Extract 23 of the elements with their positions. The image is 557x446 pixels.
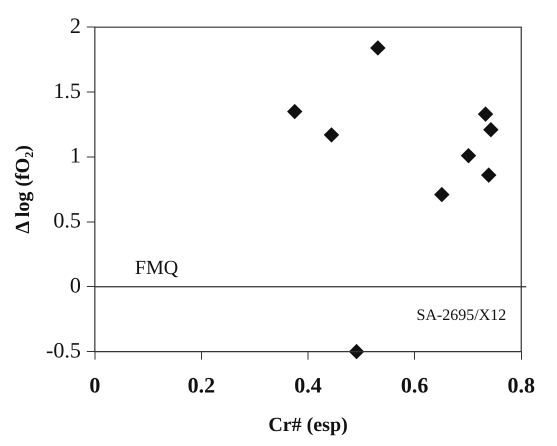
point: [287, 104, 302, 120]
ref-line-label: FMQ: [134, 256, 179, 279]
y-tick-label: -0.5: [46, 337, 81, 362]
point: [478, 106, 494, 122]
point: [434, 187, 450, 202]
point: [481, 168, 496, 183]
x-tick-label: 0.6: [400, 372, 428, 398]
x-axis-title: Cr# (esp): [268, 414, 348, 436]
y-axis-title: Δ log (fO₂): [12, 145, 34, 234]
y-tick-label: 0.5: [53, 208, 81, 233]
point: [460, 148, 476, 164]
x-tick-label: 0.4: [294, 372, 322, 398]
y-tick-label: 2: [70, 12, 81, 38]
x-tick-label: 0: [89, 372, 100, 398]
point: [370, 40, 386, 56]
x-tick-label: 0.2: [188, 372, 216, 398]
x-tick-label: 0.8: [508, 372, 535, 398]
y-tick-label: 0: [70, 272, 81, 298]
point: [483, 122, 498, 138]
annotation: SA-2695/X12: [416, 306, 506, 324]
point: [324, 127, 339, 142]
y-tick-label: 1.5: [53, 78, 81, 103]
y-tick-label: 1: [70, 142, 81, 168]
